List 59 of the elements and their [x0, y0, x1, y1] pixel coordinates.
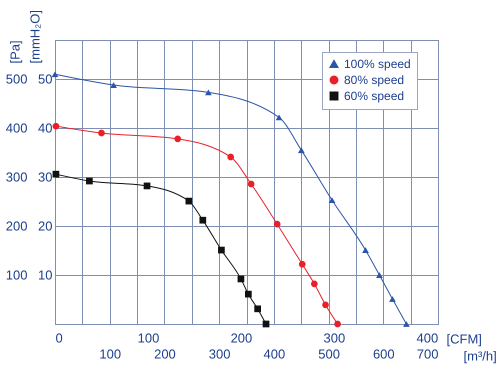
point: [276, 114, 282, 120]
y-tick-label: 500: [6, 72, 28, 87]
y2-axis-title: [mmH₂O]: [28, 10, 42, 64]
point: [262, 320, 270, 328]
x2-axis-title: [m³/h]: [464, 348, 497, 364]
point: [52, 122, 60, 130]
legend-label: 80% speed: [344, 73, 404, 87]
legend-label: 100% speed: [344, 57, 411, 71]
y-tick-label: 100: [6, 268, 28, 283]
y2-tick-label: 30: [38, 170, 52, 185]
point: [245, 290, 252, 298]
point: [52, 170, 60, 178]
point: [52, 71, 58, 78]
x-tick-label: 400: [416, 330, 438, 346]
point: [298, 260, 306, 268]
point: [322, 302, 329, 308]
y-axis-title: [Pa]: [8, 40, 22, 64]
point: [376, 272, 383, 278]
point: [334, 320, 341, 328]
point: [403, 321, 410, 327]
point: [218, 246, 225, 254]
point: [186, 198, 192, 204]
y2-tick-label: 50: [38, 72, 52, 87]
y-tick-label: 300: [6, 170, 28, 185]
point: [227, 154, 234, 160]
y-tick-label: 200: [6, 218, 28, 234]
point: [144, 182, 150, 190]
y2-tick-label: 10: [38, 268, 52, 283]
x-tick-label: 100: [138, 330, 160, 346]
point: [311, 280, 318, 288]
point: [174, 136, 182, 142]
point: [298, 147, 305, 154]
y2-tick-label: 20: [38, 218, 52, 234]
x-tick-label: 0: [56, 330, 63, 346]
x2-tick-label: 600: [372, 346, 395, 362]
y2-tick-label: 40: [38, 120, 52, 136]
x2-tick-label: 400: [264, 346, 286, 362]
x-tick-label: 300: [324, 330, 346, 346]
x2-tick-label: 200: [154, 346, 176, 362]
point: [389, 296, 396, 302]
x-tick-label: 200: [230, 330, 252, 346]
point: [238, 276, 244, 282]
point: [98, 130, 105, 136]
y-tick-label: 400: [6, 120, 28, 136]
x2-tick-label: 700: [416, 346, 438, 362]
x2-tick-label: 500: [318, 346, 340, 362]
x-axis-title: [CFM]: [446, 332, 482, 346]
point: [205, 89, 212, 96]
point: [248, 180, 254, 188]
point: [86, 178, 93, 184]
point: [110, 82, 117, 88]
point: [199, 216, 206, 224]
point: [362, 247, 369, 253]
point: [274, 220, 281, 228]
x2-tick-label: 300: [208, 346, 230, 362]
point: [254, 305, 262, 312]
legend-label: 60% speed: [344, 89, 404, 103]
x2-tick-label: 100: [99, 346, 122, 362]
point: [328, 197, 336, 204]
